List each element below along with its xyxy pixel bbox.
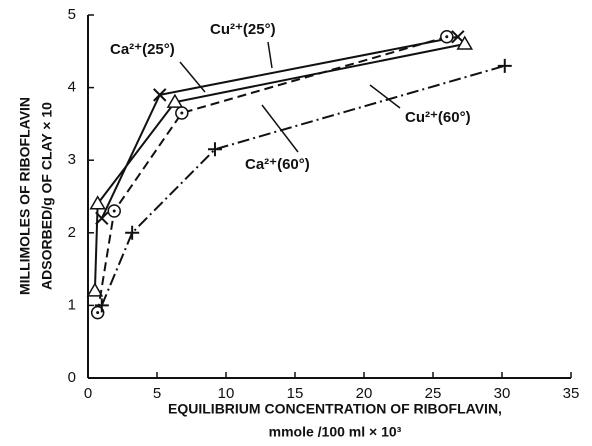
series-line bbox=[96, 35, 448, 313]
marker-dot bbox=[96, 311, 100, 315]
series-label: Ca²⁺(25°) bbox=[110, 41, 175, 58]
x-tick-label: 20 bbox=[356, 385, 373, 402]
x-tick-label: 10 bbox=[218, 385, 235, 402]
x-tick-label: 15 bbox=[287, 385, 304, 402]
marker-dot bbox=[112, 209, 116, 213]
y-axis-label: MILLIMOLES OF RIBOFLAVIN bbox=[17, 97, 33, 295]
marker bbox=[497, 58, 512, 73]
y-axis-label: ADSORBED/g OF CLAY × 10 bbox=[39, 102, 55, 290]
leader-line bbox=[267, 41, 273, 69]
y-tick-label: 1 bbox=[68, 296, 76, 313]
marker bbox=[153, 88, 167, 102]
y-tick-label: 4 bbox=[68, 79, 76, 96]
x-tick-label: 5 bbox=[153, 385, 161, 402]
leader-line bbox=[261, 104, 299, 153]
series-line bbox=[100, 64, 506, 306]
y-tick-label: 5 bbox=[68, 6, 76, 23]
marker bbox=[125, 225, 140, 240]
series-label: Ca²⁺(60°) bbox=[245, 156, 310, 173]
marker bbox=[89, 195, 106, 210]
leader-line bbox=[179, 61, 206, 93]
x-axis-label: EQUILIBRIUM CONCENTRATION OF RIBOFLAVIN, bbox=[168, 401, 502, 417]
marker bbox=[94, 298, 109, 313]
marker bbox=[86, 282, 104, 297]
leader-line bbox=[369, 84, 401, 109]
x-tick-label: 0 bbox=[84, 385, 92, 402]
marker bbox=[207, 142, 222, 157]
x-axis-label: mmole /100 ml × 10³ bbox=[269, 424, 402, 440]
x-tick-label: 30 bbox=[494, 385, 511, 402]
series-label: Cu²⁺(25°) bbox=[210, 21, 276, 38]
series-label: Cu²⁺(60°) bbox=[405, 109, 471, 126]
y-tick-label: 2 bbox=[68, 224, 76, 241]
marker bbox=[456, 35, 474, 50]
y-tick-label: 3 bbox=[68, 151, 76, 168]
x-tick-label: 35 bbox=[563, 385, 580, 402]
marker-dot bbox=[180, 111, 184, 115]
marker-dot bbox=[445, 35, 449, 39]
y-tick-label: 0 bbox=[68, 369, 76, 386]
marker bbox=[166, 93, 184, 108]
x-tick-label: 25 bbox=[425, 385, 442, 402]
